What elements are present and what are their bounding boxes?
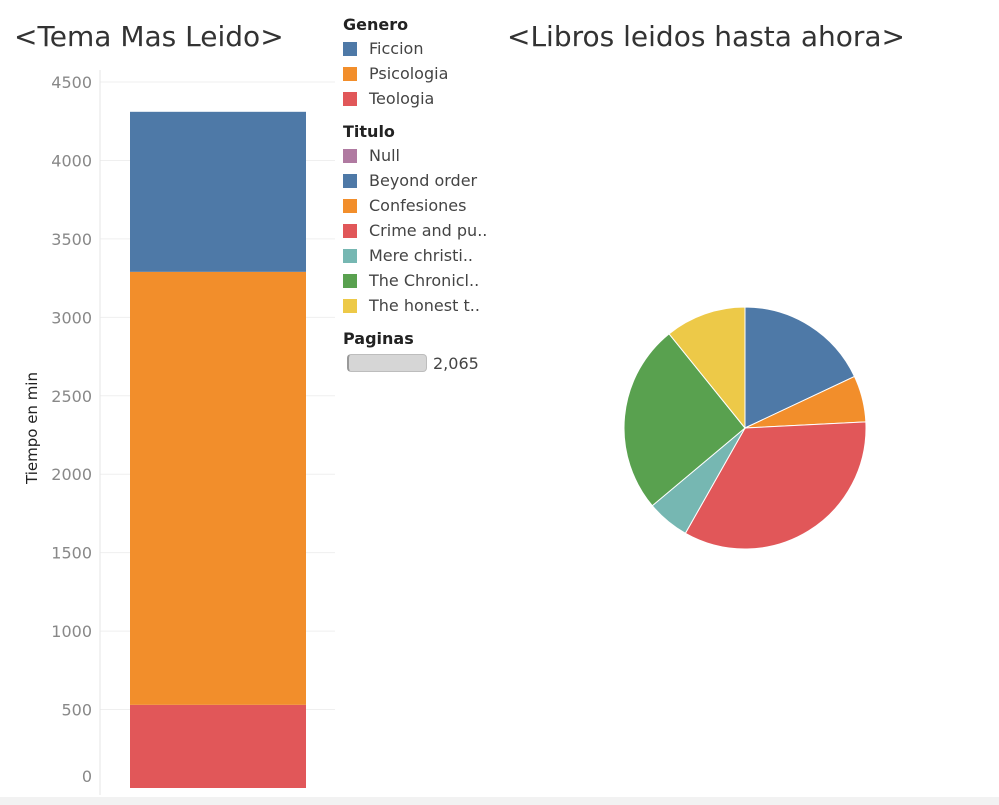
legend-swatch	[343, 273, 357, 288]
bar-segment-ficcion[interactable]	[130, 111, 306, 272]
legend-item-the-chronicles[interactable]: The Chronicl..	[343, 268, 503, 293]
bar-chart: 0 500 1000 1500 2000 2500 3000 3500 4000 4500	[51, 70, 335, 795]
bar-segment-teologia[interactable]	[130, 704, 306, 788]
legend-item-beyond-order[interactable]: Beyond order	[343, 168, 503, 193]
y-tick-label: 2000	[51, 465, 92, 484]
legend-label: Ficcion	[369, 39, 424, 58]
pie-slice[interactable]	[744, 306, 856, 429]
legend-swatch	[343, 298, 357, 313]
y-tick-label: 1500	[51, 544, 92, 563]
legend-label: Psicologia	[369, 64, 449, 83]
legend-swatch	[343, 248, 357, 263]
legend-titulo: Titulo Null Beyond order Confesiones Cri…	[343, 121, 503, 318]
legend-item-mere-christianity[interactable]: Mere christi..	[343, 243, 503, 268]
y-tick-label: 4000	[51, 151, 92, 170]
legend-label: Mere christi..	[369, 246, 473, 265]
y-tick-label: 500	[61, 701, 92, 720]
legend-label: Confesiones	[369, 196, 467, 215]
legend-label: Beyond order	[369, 171, 478, 190]
legend-paginas-title: Paginas	[343, 329, 414, 348]
legend-label: The honest t..	[369, 296, 480, 315]
y-tick-label: 0	[82, 767, 92, 786]
legend-label: Teologia	[369, 89, 435, 108]
legend-swatch	[343, 173, 357, 188]
legend-item-psicologia[interactable]: Psicologia	[343, 61, 503, 86]
legend-titulo-title: Titulo	[343, 122, 395, 141]
legend-item-the-honest-truth[interactable]: The honest t..	[343, 293, 503, 318]
legend-label: The Chronicl..	[369, 271, 480, 290]
legend-genero-title: Genero	[343, 15, 409, 34]
y-tick-label: 2500	[51, 387, 92, 406]
legend-swatch	[343, 91, 357, 106]
legend-label: Null	[369, 146, 400, 165]
bar-chart-title[interactable]: <Tema Mas Leido>	[14, 20, 284, 53]
legend-paginas: Paginas 2,065	[343, 328, 503, 376]
pie-slice[interactable]	[668, 306, 746, 430]
legend-swatch	[343, 66, 357, 81]
size-legend-bar	[347, 354, 427, 372]
y-tick-label: 1000	[51, 622, 92, 641]
legend-item-crime-and-punishment[interactable]: Crime and pu..	[343, 218, 503, 243]
pie-slice[interactable]	[623, 333, 746, 507]
legend-swatch	[343, 198, 357, 213]
size-legend-value: 2,065	[433, 353, 479, 373]
legend-item-confesiones[interactable]: Confesiones	[343, 193, 503, 218]
y-tick-label: 3500	[51, 230, 92, 249]
legend-item-teologia[interactable]: Teologia	[343, 86, 503, 111]
legend: Genero Ficcion Psicologia Teologia Titul…	[343, 14, 503, 386]
legend-swatch	[343, 41, 357, 56]
bottom-scrollbar-track	[0, 797, 999, 805]
legend-label: Crime and pu..	[369, 221, 488, 240]
size-legend[interactable]: 2,065	[343, 350, 503, 376]
y-tick-label: 4500	[51, 73, 92, 92]
legend-swatch	[343, 148, 357, 163]
legend-item-null[interactable]: Null	[343, 143, 503, 168]
bar-segment-psicologia[interactable]	[130, 271, 306, 705]
legend-genero: Genero Ficcion Psicologia Teologia	[343, 14, 503, 111]
legend-swatch	[343, 223, 357, 238]
legend-item-ficcion[interactable]: Ficcion	[343, 36, 503, 61]
y-tick-label: 3000	[51, 308, 92, 327]
pie-chart-title[interactable]: <Libros leidos hasta ahora>	[507, 20, 906, 53]
